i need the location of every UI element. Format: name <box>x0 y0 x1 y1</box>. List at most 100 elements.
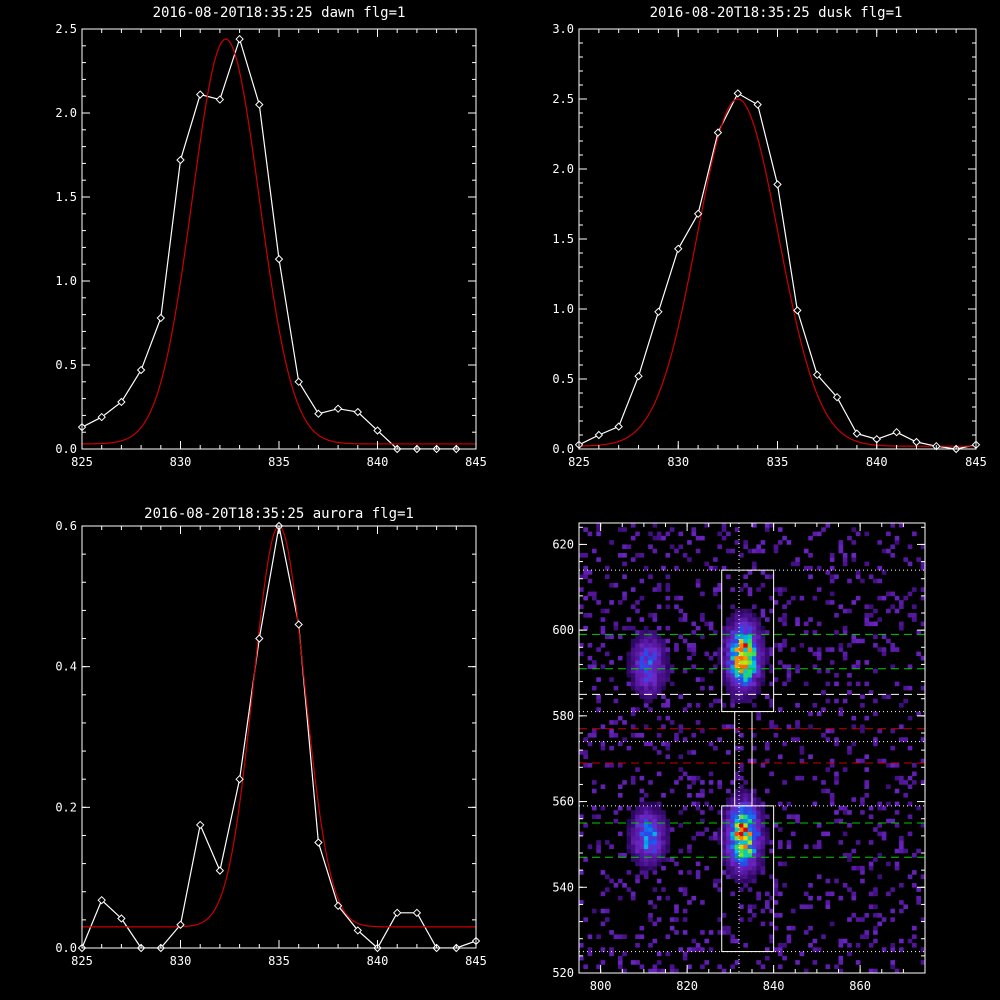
heatmap-cell <box>890 647 895 652</box>
heatmap-cell <box>730 647 735 652</box>
heatmap-cell <box>730 827 735 832</box>
heatmap-cell <box>730 699 735 704</box>
heatmap-cell <box>908 939 913 944</box>
heatmap-cell <box>691 647 696 652</box>
heatmap-cell <box>864 913 869 918</box>
heatmap-cell <box>678 823 683 828</box>
heatmap-cell <box>583 596 588 601</box>
heatmap-cell <box>648 802 653 807</box>
heatmap-cell <box>722 536 727 541</box>
heatmap-cell <box>635 840 640 845</box>
heatmap-cell <box>756 814 761 819</box>
heatmap-cell <box>700 686 705 691</box>
y-tick-label: 1.5 <box>552 232 574 246</box>
heatmap-cell <box>890 887 895 892</box>
heatmap-cell <box>674 604 679 609</box>
heatmap-cell <box>653 823 658 828</box>
heatmap-cell <box>873 930 878 935</box>
heatmap-cell <box>743 849 748 854</box>
heatmap-cell <box>648 917 653 922</box>
heatmap-cell <box>648 660 653 665</box>
heatmap-cell <box>657 587 662 592</box>
heatmap-cell <box>648 849 653 854</box>
heatmap-cell <box>826 523 831 528</box>
heatmap-cell <box>605 874 610 879</box>
heatmap-cell <box>730 806 735 811</box>
heatmap-cell <box>778 540 783 545</box>
heatmap-cell <box>670 720 675 725</box>
heatmap-cell <box>761 647 766 652</box>
heatmap-cell <box>899 600 904 605</box>
heatmap-cell <box>648 844 653 849</box>
heatmap-cell <box>856 660 861 665</box>
heatmap-cell <box>644 634 649 639</box>
heatmap-cell <box>778 844 783 849</box>
heatmap-cell <box>588 934 593 939</box>
heatmap-cell <box>890 544 895 549</box>
heatmap-cell <box>843 939 848 944</box>
heatmap-cell <box>877 729 882 734</box>
heatmap-cell <box>713 883 718 888</box>
heatmap-cell <box>761 634 766 639</box>
heatmap-cell <box>761 656 766 661</box>
heatmap-cell <box>908 562 913 567</box>
heatmap-cell <box>657 626 662 631</box>
heatmap-cell <box>661 814 666 819</box>
heatmap-cell <box>895 647 900 652</box>
heatmap-cell <box>873 742 878 747</box>
heatmap-cell <box>743 780 748 785</box>
heatmap-cell <box>826 682 831 687</box>
heatmap-cell <box>631 844 636 849</box>
heatmap-cell <box>752 656 757 661</box>
heatmap-cell <box>851 866 856 871</box>
heatmap-cell <box>657 849 662 854</box>
heatmap-cell <box>631 557 636 562</box>
heatmap-cell <box>886 892 891 897</box>
heatmap-cell <box>704 622 709 627</box>
heatmap-cell <box>661 669 666 674</box>
heatmap-cell <box>908 592 913 597</box>
heatmap-cell <box>653 613 658 618</box>
heatmap-cell <box>648 699 653 704</box>
heatmap-cell <box>817 622 822 627</box>
heatmap-cell <box>670 669 675 674</box>
heatmap-cell <box>882 947 887 952</box>
heatmap-cell <box>687 703 692 708</box>
heatmap-cell <box>817 823 822 828</box>
heatmap-cell <box>756 862 761 867</box>
heatmap-cell <box>886 763 891 768</box>
heatmap-cell <box>657 827 662 832</box>
heatmap-cell <box>644 703 649 708</box>
heatmap-cell <box>618 763 623 768</box>
heatmap-cell <box>748 549 753 554</box>
heatmap-cell <box>756 840 761 845</box>
heatmap-cell <box>730 694 735 699</box>
heatmap-cell <box>752 797 757 802</box>
heatmap-cell <box>622 553 627 558</box>
heatmap-cell <box>839 647 844 652</box>
heatmap-cell <box>743 639 748 644</box>
heatmap-cell <box>609 677 614 682</box>
heatmap-cell <box>700 634 705 639</box>
heatmap-cell <box>618 964 623 969</box>
heatmap-cell <box>743 823 748 828</box>
heatmap-cell <box>666 604 671 609</box>
heatmap-cell <box>622 934 627 939</box>
heatmap-cell <box>696 943 701 948</box>
heatmap-cell <box>787 677 792 682</box>
heatmap-cell <box>653 819 658 824</box>
heatmap-cell <box>666 626 671 631</box>
heatmap-cell <box>730 819 735 824</box>
heatmap-cell <box>644 699 649 704</box>
heatmap-cell <box>800 776 805 781</box>
heatmap-cell <box>670 827 675 832</box>
heatmap-cell <box>756 630 761 635</box>
heatmap-cell <box>640 836 645 841</box>
heatmap-cell <box>596 840 601 845</box>
heatmap-cell <box>726 617 731 622</box>
heatmap-cell <box>765 527 770 532</box>
heatmap-cell <box>631 823 636 828</box>
heatmap-cell <box>748 682 753 687</box>
heatmap-cell <box>666 596 671 601</box>
heatmap-cell <box>614 810 619 815</box>
